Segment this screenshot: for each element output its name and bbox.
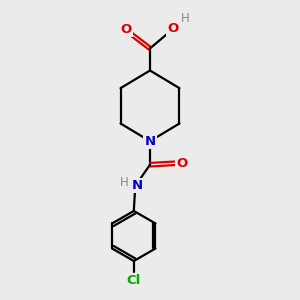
Text: H: H xyxy=(120,176,128,189)
Text: O: O xyxy=(176,157,187,170)
Text: O: O xyxy=(120,23,131,36)
Text: Cl: Cl xyxy=(127,274,141,287)
Text: N: N xyxy=(132,179,143,192)
Text: H: H xyxy=(181,13,190,26)
Text: N: N xyxy=(144,135,156,148)
Text: O: O xyxy=(167,22,178,35)
